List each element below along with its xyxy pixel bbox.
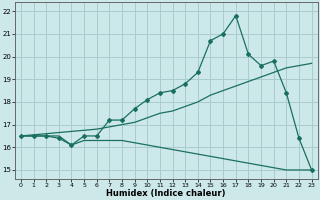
X-axis label: Humidex (Indice chaleur): Humidex (Indice chaleur) [107,189,226,198]
